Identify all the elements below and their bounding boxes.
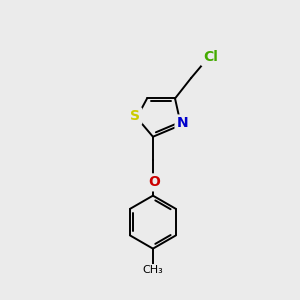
Text: O: O (148, 176, 160, 189)
Text: Cl: Cl (203, 50, 218, 64)
Text: N: N (177, 116, 188, 130)
Text: CH₃: CH₃ (142, 265, 163, 275)
Text: S: S (130, 109, 140, 123)
